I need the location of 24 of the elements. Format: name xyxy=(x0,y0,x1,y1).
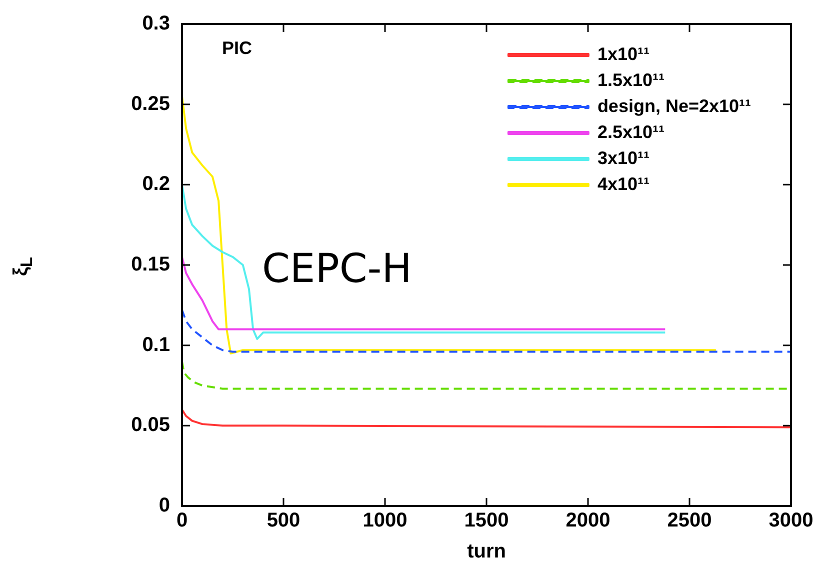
x-tick-label: 2500 xyxy=(667,510,712,532)
y-tick-label: 0.15 xyxy=(131,254,170,276)
y-tick-label: 0.05 xyxy=(131,414,170,436)
x-tick-label: 500 xyxy=(266,510,300,532)
x-tick-label: 0 xyxy=(176,510,188,532)
y-tick-label: 0.25 xyxy=(131,92,170,115)
annotation: CEPC-H xyxy=(262,246,412,292)
line-series xyxy=(182,308,791,353)
x-tick-label: 2000 xyxy=(566,510,610,532)
x-tick-label: 1500 xyxy=(464,510,509,532)
y-tick-label: 0.3 xyxy=(142,12,170,35)
y-tick-label: 0.1 xyxy=(142,334,170,356)
legend-label: 3x10¹¹ xyxy=(597,148,650,168)
legend-label: 2.5x10¹¹ xyxy=(597,122,664,142)
x-tick-label: 1000 xyxy=(362,510,408,532)
annotation: PIC xyxy=(222,38,252,58)
legend-label: 1.5x10¹¹ xyxy=(597,70,664,90)
x-axis-title: turn xyxy=(467,540,506,563)
legend-label: design, Ne=2x10¹¹ xyxy=(597,96,752,116)
y-tick-label: 0.2 xyxy=(142,173,170,196)
legend-label: 1x10¹¹ xyxy=(597,44,650,64)
legend-label: 4x10¹¹ xyxy=(597,174,650,194)
x-tick-label: 3000 xyxy=(768,510,814,532)
y-tick-label: 0 xyxy=(158,494,170,517)
